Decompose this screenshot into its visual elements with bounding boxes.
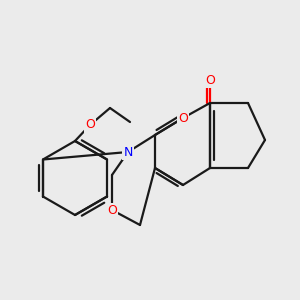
Text: O: O [107, 203, 117, 217]
Text: O: O [205, 74, 215, 86]
Text: N: N [123, 146, 133, 158]
Text: O: O [85, 118, 95, 131]
Text: O: O [178, 112, 188, 124]
